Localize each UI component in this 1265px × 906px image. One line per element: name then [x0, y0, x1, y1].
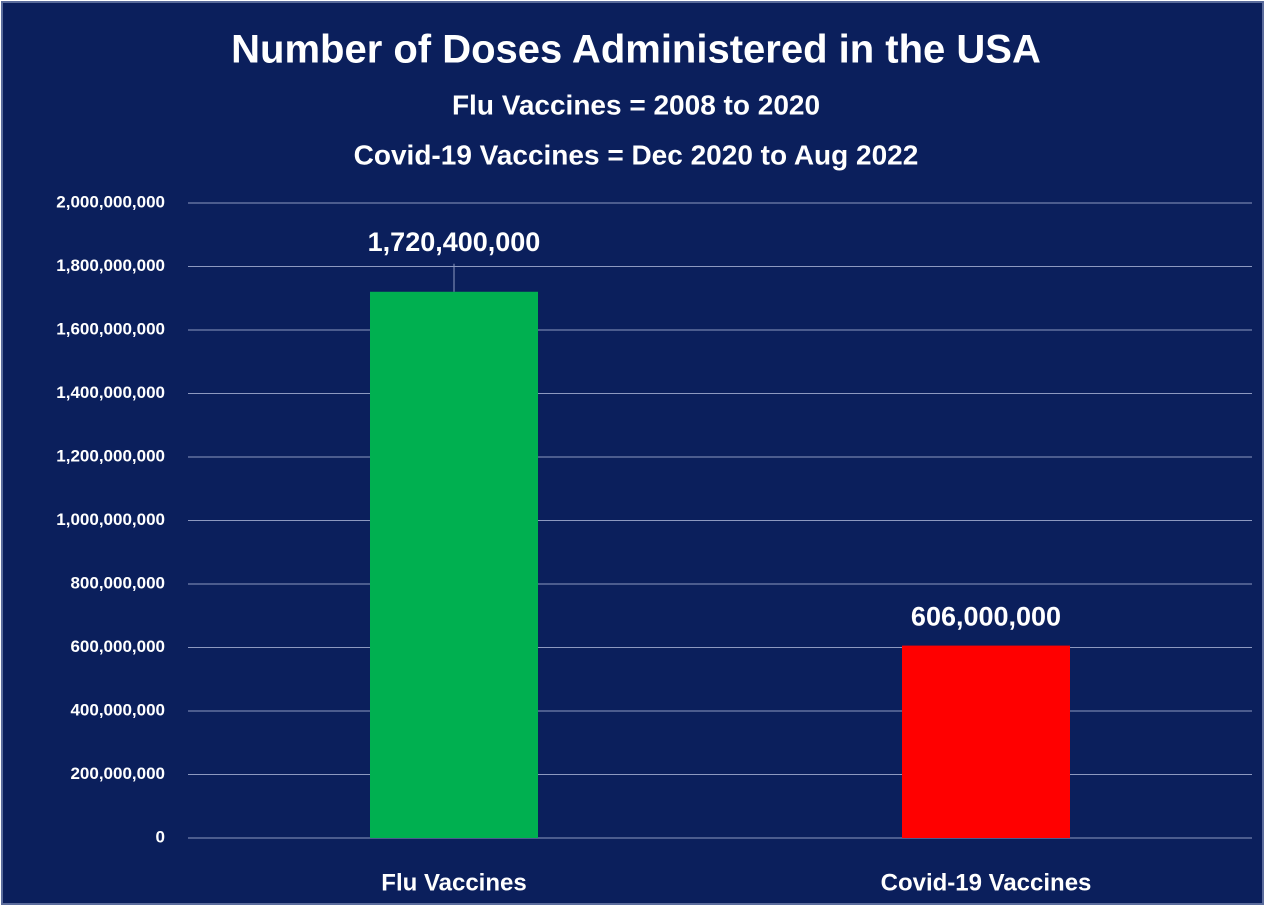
chart-title: Number of Doses Administered in the USA [231, 28, 1041, 72]
chart-subtitle: Covid-19 Vaccines = Dec 2020 to Aug 2022 [354, 139, 919, 170]
y-tick-label: 1,000,000,000 [56, 510, 165, 529]
data-label: 606,000,000 [911, 602, 1061, 632]
y-tick-label: 1,600,000,000 [56, 319, 165, 338]
x-tick-label: Covid-19 Vaccines [881, 869, 1092, 896]
x-tick-label: Flu Vaccines [381, 869, 526, 896]
y-tick-label: 0 [156, 827, 165, 846]
y-tick-label: 1,800,000,000 [56, 256, 165, 275]
y-tick-label: 2,000,000,000 [56, 192, 165, 211]
y-tick-label: 400,000,000 [70, 700, 165, 719]
y-tick-label: 600,000,000 [70, 637, 165, 656]
chart-subtitle: Flu Vaccines = 2008 to 2020 [452, 89, 820, 120]
y-tick-label: 1,200,000,000 [56, 446, 165, 465]
bar [370, 291, 538, 838]
y-tick-label: 800,000,000 [70, 573, 165, 592]
y-tick-label: 1,400,000,000 [56, 383, 165, 402]
y-tick-label: 200,000,000 [70, 764, 165, 783]
data-label: 1,720,400,000 [368, 227, 541, 257]
bar [902, 645, 1070, 838]
